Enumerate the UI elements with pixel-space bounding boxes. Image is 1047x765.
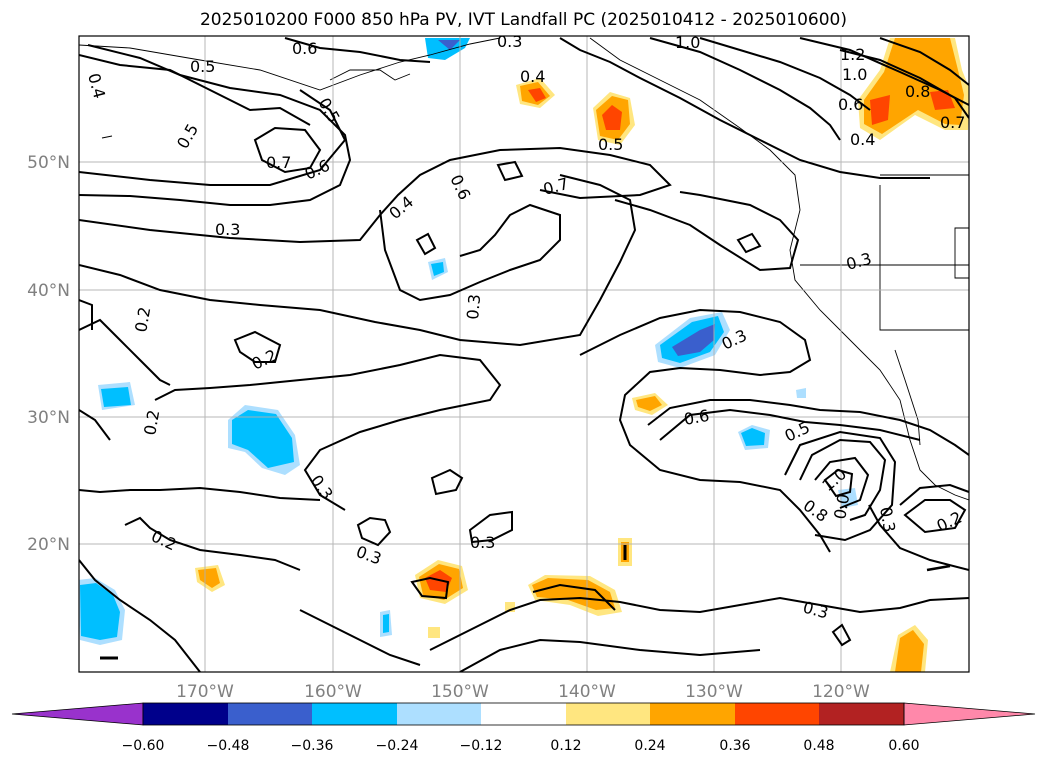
colorbar-tick: −0.60	[122, 738, 165, 754]
map-background	[79, 36, 969, 672]
lon-label-170w: 170°W	[176, 682, 234, 702]
colorbar-tick: 0.60	[888, 738, 919, 754]
colorbar-tick: −0.36	[291, 738, 334, 754]
neg-anomaly-1-core	[438, 40, 460, 50]
contour-label: 0.6	[292, 39, 317, 58]
colorbar-segment	[397, 703, 481, 725]
pos-anomaly-6-core	[198, 568, 220, 588]
pos-anomaly-2-core	[602, 105, 622, 130]
colorbar-segment	[481, 703, 566, 725]
na-west-coast	[589, 37, 969, 501]
contour-label: 0.2	[140, 408, 163, 436]
neg-anomaly-4-core	[101, 387, 131, 407]
contour-label: 0.3	[470, 533, 495, 552]
colorbar-tick: −0.12	[460, 738, 503, 754]
contour-label: 0.6	[838, 95, 863, 114]
colorbar-tick: 0.36	[719, 738, 750, 754]
contour-label: 1.2	[840, 45, 865, 64]
contour-label: 0.6	[682, 406, 710, 429]
gridlines	[79, 36, 969, 672]
aleutian-coast	[329, 69, 411, 81]
lon-label-120w: 120°W	[812, 682, 870, 702]
colorbar-segment	[650, 703, 735, 725]
state-border-3	[954, 227, 969, 279]
contour-label: 0.0	[830, 492, 853, 520]
colorbar-segment	[735, 703, 819, 725]
state-border-2	[879, 185, 969, 331]
neg-anomaly-3-core	[672, 324, 715, 356]
neg-anomaly-2-core	[431, 262, 444, 276]
colorbar-tick: 0.12	[550, 738, 581, 754]
contour-label: 0.4	[850, 130, 875, 149]
colorbar-tick: 0.48	[803, 738, 834, 754]
contour-label: 0.3	[215, 220, 240, 239]
coastlines	[79, 37, 969, 660]
colorbar-segment	[819, 703, 904, 725]
figure-title: 2025010200 F000 850 hPa PV, IVT Landfall…	[199, 10, 847, 30]
colorbar-tick: 0.24	[634, 738, 665, 754]
latitude-labels: 50°N 40°N 30°N 20°N	[27, 153, 70, 555]
colorbar-segment	[312, 703, 397, 725]
pos-anomaly-7-core	[425, 570, 452, 592]
pos-anomaly-1-core	[528, 88, 546, 102]
colorbar: −0.60 −0.48 −0.36 −0.24 −0.12 0.12 0.24 …	[11, 702, 1036, 754]
colorbar-tick: −0.48	[207, 738, 250, 754]
lat-label-50n: 50°N	[27, 153, 70, 173]
baja-coast	[894, 349, 921, 446]
contour-label: 0.4	[520, 67, 545, 86]
lat-label-40n: 40°N	[27, 281, 70, 301]
lon-label-160w: 160°W	[304, 682, 362, 702]
island-1	[101, 135, 113, 139]
contour-label: 0.3	[463, 293, 484, 320]
neg-anomaly-7-core	[80, 583, 120, 640]
neg-anomaly-6-core	[741, 428, 765, 446]
contour-label: 0.3	[497, 32, 522, 51]
contour-label: 0.2	[131, 305, 154, 333]
contour-label: 0.7	[940, 113, 965, 132]
colorbar-high-extension	[903, 702, 1036, 726]
pos-anomaly-10	[428, 627, 440, 638]
pos-anomaly-3-core	[870, 95, 890, 125]
neg-anomaly-5-core	[232, 410, 294, 468]
colorbar-segment	[143, 703, 228, 725]
colorbar-low-extension	[11, 702, 144, 726]
contour-label: 0.7	[266, 153, 291, 172]
colorbar-outline	[142, 702, 905, 726]
contour-label: 0.5	[598, 135, 623, 154]
lon-label-150w: 150°W	[431, 682, 489, 702]
colorbar-segment	[566, 703, 650, 725]
colorbar-tick: −0.24	[376, 738, 419, 754]
contour-label: 1.0	[675, 33, 700, 52]
pos-anomaly-11-core	[895, 630, 924, 672]
pv-contours	[79, 37, 969, 672]
alaska-coast	[79, 37, 501, 91]
lon-label-130w: 130°W	[685, 682, 743, 702]
contour-label: 0.3	[876, 505, 899, 533]
longitude-labels: 170°W 160°W 150°W 140°W 130°W 120°W	[176, 682, 870, 702]
neg-anomaly-8-core	[383, 614, 389, 633]
map-frame	[78, 35, 970, 673]
pos-anomaly-3-mid	[864, 38, 964, 134]
lat-label-30n: 30°N	[27, 408, 70, 428]
colorbar-segment	[228, 703, 312, 725]
contour-label: 0.5	[190, 57, 215, 76]
pos-anomaly-4-core	[636, 396, 662, 411]
lon-label-140w: 140°W	[558, 682, 616, 702]
contour-label: 1.0	[842, 65, 867, 84]
contour-label: 0.8	[905, 82, 930, 101]
neg-anomaly-9	[796, 388, 806, 398]
neg-anomaly-1	[425, 38, 470, 60]
lat-label-20n: 20°N	[27, 535, 70, 555]
